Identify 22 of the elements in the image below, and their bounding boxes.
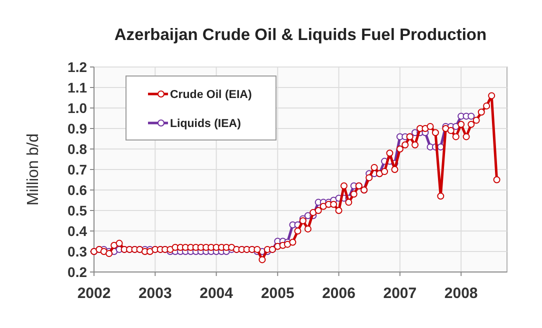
chart-title: Azerbaijan Crude Oil & Liquids Fuel Production [114, 26, 487, 44]
x-tick-label: 2007 [383, 285, 417, 302]
y-tick-label: 0.4 [68, 222, 88, 239]
x-tick-label: 2004 [200, 285, 234, 302]
y-axis-title: Million b/d [25, 133, 42, 206]
legend-label: Crude Oil (EIA) [170, 89, 252, 102]
y-tick-label: 0.8 [68, 140, 88, 157]
y-tick-label: 0.9 [68, 120, 88, 136]
y-tick-label: 0.7 [68, 161, 88, 178]
y-tick-label: 1.1 [68, 79, 88, 96]
y-tick-label: 1.0 [68, 100, 88, 116]
legend-label: Liquids (IEA) [170, 118, 242, 130]
y-tick-label: 0.6 [68, 182, 88, 198]
x-tick-label: 2005 [260, 285, 294, 302]
x-tick-label: 2008 [444, 285, 478, 302]
x-tick-label: 2002 [77, 285, 111, 302]
y-tick-label: 0.2 [68, 264, 88, 280]
y-tick-label: 0.3 [68, 243, 88, 260]
y-tick-label: 0.5 [68, 202, 88, 218]
x-tick-label: 2006 [322, 285, 356, 302]
y-tick-label: 1.2 [68, 58, 88, 75]
x-tick-label: 2003 [138, 285, 172, 302]
